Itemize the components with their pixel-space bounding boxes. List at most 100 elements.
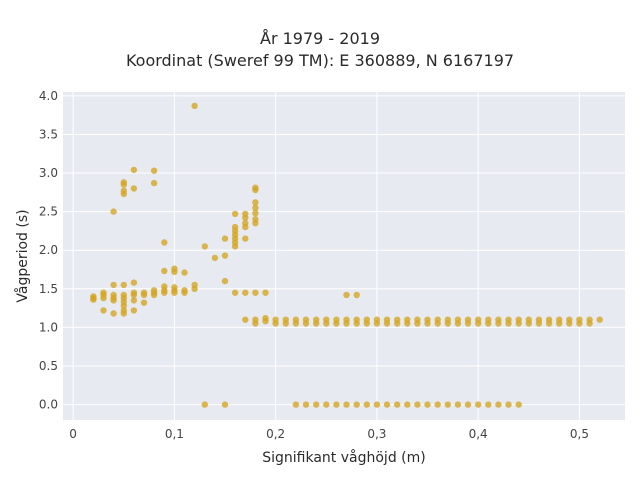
data-point xyxy=(150,287,158,294)
data-point xyxy=(120,281,128,289)
data-point xyxy=(231,210,239,218)
data-point xyxy=(333,316,340,323)
data-point xyxy=(262,289,269,296)
data-point xyxy=(191,281,198,289)
data-point xyxy=(231,223,239,231)
chart-title-line-2: Koordinat (Sweref 99 TM): E 360889, N 61… xyxy=(125,51,515,70)
data-point xyxy=(444,316,451,323)
data-point xyxy=(231,289,239,296)
data-point xyxy=(363,316,370,323)
data-point xyxy=(404,401,411,408)
data-point xyxy=(302,401,310,408)
y-tick-label: 2.0 xyxy=(39,243,58,257)
data-point xyxy=(100,307,107,314)
data-point xyxy=(302,316,310,323)
data-point xyxy=(495,316,502,323)
data-point xyxy=(110,310,117,317)
data-point xyxy=(242,289,249,296)
data-point xyxy=(110,208,117,215)
data-point xyxy=(140,299,148,306)
data-point xyxy=(373,401,381,408)
data-point xyxy=(475,316,482,323)
data-point xyxy=(424,401,431,408)
x-tick-label: 0,5 xyxy=(570,427,589,441)
data-point xyxy=(201,401,208,408)
data-point xyxy=(525,316,532,323)
data-point xyxy=(454,316,462,323)
data-point xyxy=(242,210,249,218)
y-tick-labels: 0.0 0.5 1.0 1.5 2.0 2.5 3.0 3.5 4.0 xyxy=(39,89,58,412)
data-point xyxy=(120,307,128,314)
data-point xyxy=(383,316,391,323)
data-point xyxy=(434,316,441,323)
plot-area xyxy=(63,92,625,420)
data-point xyxy=(252,199,259,206)
x-tick-label: 0,3 xyxy=(367,427,386,441)
y-tick-label: 1.0 xyxy=(39,320,58,334)
y-tick-label: 0.5 xyxy=(39,359,58,373)
data-point xyxy=(404,316,411,323)
data-point xyxy=(333,401,340,408)
data-point xyxy=(130,289,138,296)
data-point xyxy=(161,267,168,275)
x-tick-labels: 0 0,1 0,2 0,3 0,4 0,5 xyxy=(69,427,589,441)
data-point xyxy=(383,401,391,408)
data-point xyxy=(130,307,138,314)
data-point xyxy=(292,316,300,323)
data-point xyxy=(363,401,370,408)
data-point xyxy=(515,316,522,323)
x-tick-label: 0,2 xyxy=(266,427,285,441)
data-point xyxy=(221,235,229,242)
data-point xyxy=(586,316,593,323)
data-point xyxy=(252,184,259,191)
data-point xyxy=(505,316,512,323)
data-point xyxy=(110,291,117,299)
data-point xyxy=(120,179,128,186)
data-point xyxy=(242,235,249,242)
data-points xyxy=(90,102,603,408)
data-point xyxy=(576,316,583,323)
data-point xyxy=(130,185,138,192)
chart-title-line-1: År 1979 - 2019 xyxy=(260,29,380,48)
data-point xyxy=(292,401,300,408)
data-point xyxy=(343,401,350,408)
y-axis-title: Vågperiod (s) xyxy=(14,209,31,302)
data-point xyxy=(444,401,451,408)
data-point xyxy=(545,316,553,323)
data-point xyxy=(130,166,138,174)
data-point xyxy=(171,284,178,291)
y-tick-label: 0.0 xyxy=(39,398,58,412)
data-point xyxy=(171,265,178,272)
data-point xyxy=(282,316,289,323)
data-point xyxy=(252,210,259,217)
x-tick-label: 0,4 xyxy=(469,427,488,441)
data-point xyxy=(566,316,573,323)
data-point xyxy=(464,316,472,323)
data-point xyxy=(120,187,128,194)
y-tick-label: 2.5 xyxy=(39,205,58,219)
data-point xyxy=(161,239,168,246)
data-point xyxy=(505,401,512,408)
data-point xyxy=(515,401,522,408)
data-point xyxy=(110,281,117,289)
data-point xyxy=(201,243,208,250)
data-point xyxy=(353,316,360,323)
data-point xyxy=(191,102,198,110)
data-point xyxy=(130,279,138,286)
data-point xyxy=(485,401,492,408)
data-point xyxy=(221,252,229,259)
y-tick-label: 3.0 xyxy=(39,166,58,180)
data-point xyxy=(252,316,259,323)
data-point xyxy=(242,220,249,227)
data-point xyxy=(454,401,462,408)
data-point xyxy=(394,401,401,408)
data-point xyxy=(414,401,421,408)
data-point xyxy=(343,291,350,299)
data-point xyxy=(556,316,563,323)
data-point xyxy=(323,401,330,408)
data-point xyxy=(242,316,249,323)
x-tick-label: 0 xyxy=(69,427,77,441)
data-point xyxy=(252,289,259,296)
data-point xyxy=(150,179,158,187)
